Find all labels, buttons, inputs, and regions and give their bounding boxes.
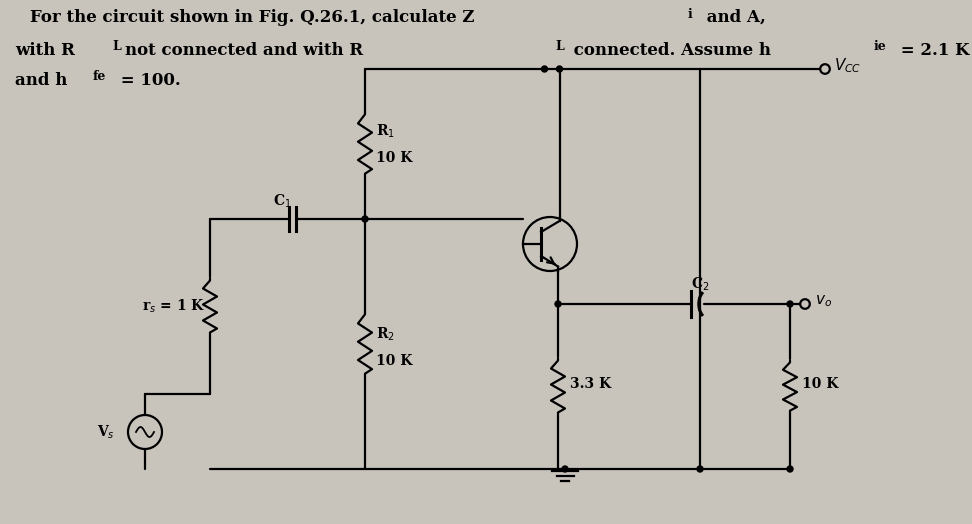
Text: L: L — [555, 40, 564, 53]
Circle shape — [787, 466, 793, 472]
Text: R$_1$: R$_1$ — [376, 122, 395, 140]
Text: R$_2$: R$_2$ — [376, 325, 395, 343]
Circle shape — [555, 301, 561, 307]
Circle shape — [787, 301, 793, 307]
Text: V$_s$: V$_s$ — [97, 423, 115, 441]
Text: $V_{CC}$: $V_{CC}$ — [834, 57, 861, 75]
Text: i: i — [688, 8, 693, 21]
Circle shape — [523, 217, 577, 271]
Text: fe: fe — [93, 70, 106, 83]
Text: = 2.1 K: = 2.1 K — [895, 42, 969, 59]
Circle shape — [362, 216, 368, 222]
Circle shape — [562, 466, 568, 472]
Text: 10 K: 10 K — [802, 377, 839, 391]
Text: ie: ie — [874, 40, 886, 53]
Circle shape — [697, 466, 703, 472]
Text: $v_o$: $v_o$ — [815, 293, 832, 309]
Text: and A,: and A, — [701, 9, 766, 26]
Text: L: L — [112, 40, 121, 53]
Text: r$_s$ = 1 K: r$_s$ = 1 K — [142, 298, 205, 315]
Circle shape — [128, 415, 162, 449]
Circle shape — [557, 66, 563, 72]
Circle shape — [820, 64, 830, 74]
Circle shape — [541, 66, 547, 72]
Text: 3.3 K: 3.3 K — [570, 377, 611, 391]
Text: For the circuit shown in Fig. Q.26.1, calculate Z: For the circuit shown in Fig. Q.26.1, ca… — [30, 9, 474, 26]
Text: and h: and h — [15, 72, 67, 89]
Text: connected. Assume h: connected. Assume h — [568, 42, 771, 59]
Text: with R: with R — [15, 42, 75, 59]
Text: C$_2$: C$_2$ — [691, 275, 710, 293]
Circle shape — [800, 299, 810, 309]
Text: 10 K: 10 K — [376, 151, 412, 165]
Text: not connected and with R: not connected and with R — [125, 42, 364, 59]
Text: = 100.: = 100. — [115, 72, 181, 89]
Text: 10 K: 10 K — [376, 354, 412, 368]
Text: C$_1$: C$_1$ — [273, 192, 292, 210]
